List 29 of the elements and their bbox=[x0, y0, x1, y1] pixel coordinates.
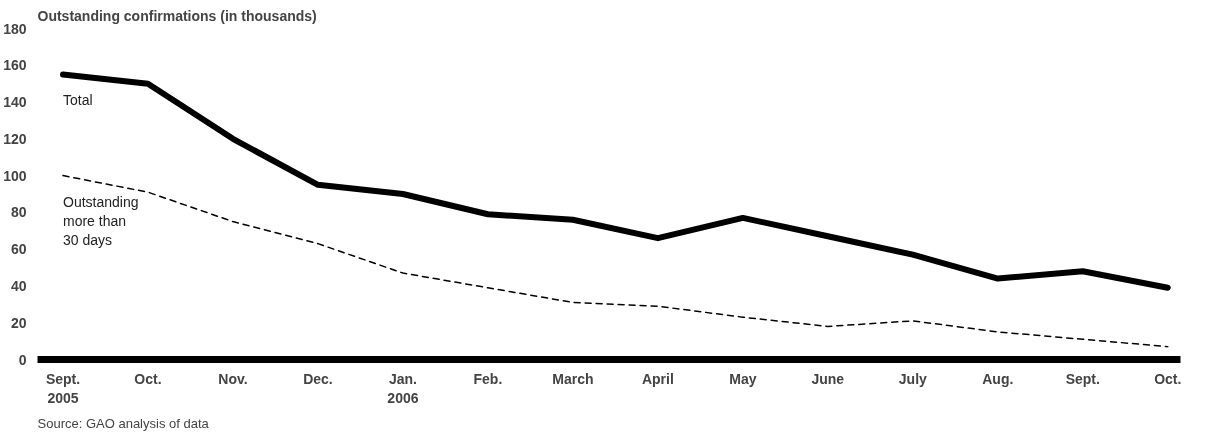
y-tick-label: 120 bbox=[3, 130, 27, 147]
y-tick-label: 100 bbox=[3, 167, 27, 184]
x-tick-label: March bbox=[552, 370, 594, 387]
source-note: Source: GAO analysis of data bbox=[37, 415, 210, 431]
y-tick-label: 60 bbox=[10, 241, 27, 258]
x-tick-label: Aug. bbox=[982, 370, 1014, 387]
x-tick-label: Oct. bbox=[134, 370, 162, 387]
x-tick-label: Feb. bbox=[473, 370, 503, 387]
line-series bbox=[62, 174, 1169, 348]
y-tick-label: 40 bbox=[10, 277, 27, 294]
x-tick-label: Sept. bbox=[1065, 370, 1100, 387]
series-label: Total bbox=[62, 92, 93, 109]
x-tick-label: April bbox=[641, 370, 674, 387]
x-tick-label: Oct. bbox=[1154, 370, 1182, 387]
y-tick-label: 80 bbox=[10, 204, 27, 221]
x-tick-label: May bbox=[729, 370, 757, 387]
x-tick-label: Jan. 2006 bbox=[387, 370, 419, 406]
y-tick-label: 160 bbox=[3, 57, 27, 74]
x-tick-label: June bbox=[811, 370, 845, 387]
y-tick-label: 0 bbox=[18, 351, 27, 368]
x-tick-label: July bbox=[898, 370, 928, 387]
y-tick-label: 140 bbox=[3, 94, 27, 111]
x-tick-label: Sept. 2005 bbox=[45, 370, 81, 406]
y-axis-title: Outstanding confirmations (in thousands) bbox=[37, 7, 317, 24]
x-tick-label: Nov. bbox=[218, 370, 248, 387]
x-tick-label: Dec. bbox=[303, 370, 333, 387]
y-tick-label: 180 bbox=[3, 20, 27, 37]
y-tick-label: 20 bbox=[10, 314, 27, 331]
series-label: Outstanding more than 30 days bbox=[62, 193, 139, 249]
